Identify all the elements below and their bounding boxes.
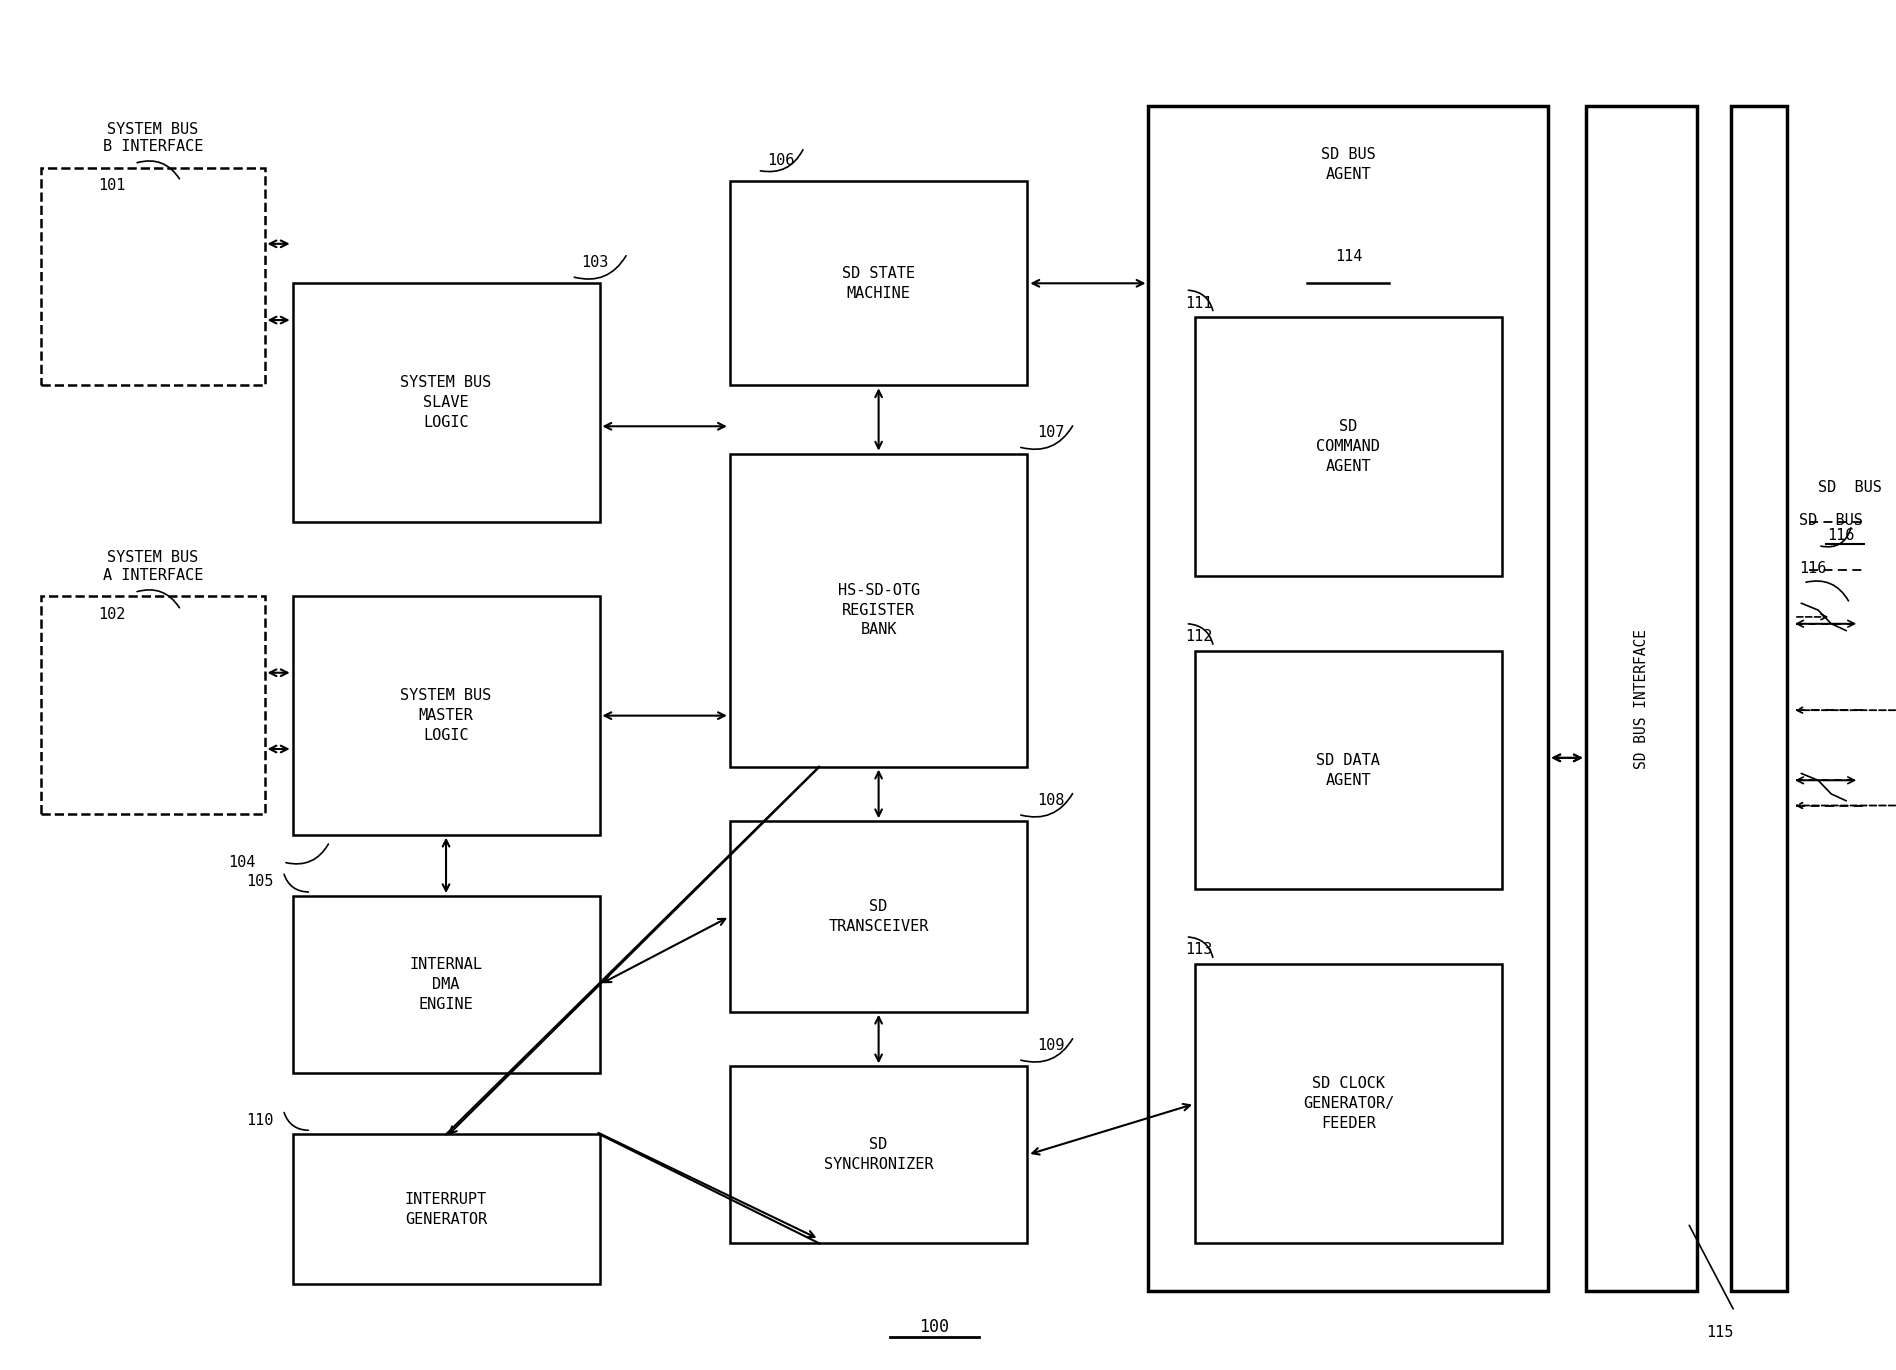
Bar	[1585, 107, 1697, 1291]
Bar	[730, 453, 1028, 767]
Text: 111: 111	[1185, 296, 1213, 311]
Text: SD BUS INTERFACE: SD BUS INTERFACE	[1634, 629, 1650, 769]
Bar	[292, 1134, 599, 1284]
Bar	[292, 596, 599, 834]
Bar	[1731, 107, 1786, 1291]
Text: 105: 105	[246, 874, 273, 889]
Text: 116: 116	[1828, 527, 1854, 543]
Bar	[1194, 318, 1502, 575]
Text: 113: 113	[1185, 943, 1213, 958]
Text: 100: 100	[920, 1318, 950, 1336]
Text: 109: 109	[1037, 1037, 1064, 1052]
Text: 107: 107	[1037, 425, 1064, 440]
Text: SD
TRANSCEIVER: SD TRANSCEIVER	[829, 899, 929, 934]
Bar	[730, 181, 1028, 385]
Text: 116: 116	[1799, 562, 1826, 575]
Bar	[1194, 651, 1502, 889]
Text: SD BUS
AGENT: SD BUS AGENT	[1322, 147, 1376, 182]
Text: 110: 110	[246, 1112, 273, 1128]
Text: SD  BUS: SD BUS	[1818, 479, 1883, 495]
Text: SYSTEM BUS
SLAVE
LOGIC: SYSTEM BUS SLAVE LOGIC	[400, 375, 491, 430]
Bar	[42, 596, 265, 814]
Bar	[1149, 107, 1549, 1291]
Text: SYSTEM BUS
A INTERFACE: SYSTEM BUS A INTERFACE	[102, 551, 203, 582]
Text: SD CLOCK
GENERATOR/
FEEDER: SD CLOCK GENERATOR/ FEEDER	[1303, 1077, 1394, 1132]
Text: SYSTEM BUS
B INTERFACE: SYSTEM BUS B INTERFACE	[102, 122, 203, 153]
Text: HS-SD-OTG
REGISTER
BANK: HS-SD-OTG REGISTER BANK	[838, 582, 920, 637]
Text: INTERNAL
DMA
ENGINE: INTERNAL DMA ENGINE	[410, 958, 483, 1012]
Text: 114: 114	[1335, 249, 1361, 264]
Bar	[292, 284, 599, 522]
Text: SYSTEM BUS
MASTER
LOGIC: SYSTEM BUS MASTER LOGIC	[400, 688, 491, 743]
Text: SD
SYNCHRONIZER: SD SYNCHRONIZER	[825, 1137, 933, 1173]
Bar	[730, 1066, 1028, 1244]
Text: 103: 103	[580, 255, 609, 270]
Text: 104: 104	[228, 855, 256, 870]
Text: SD DATA
AGENT: SD DATA AGENT	[1316, 752, 1380, 788]
Text: SD
COMMAND
AGENT: SD COMMAND AGENT	[1316, 419, 1380, 474]
Bar	[292, 896, 599, 1073]
Text: 108: 108	[1037, 793, 1064, 807]
Text: 106: 106	[768, 152, 794, 167]
Text: INTERRUPT
GENERATOR: INTERRUPT GENERATOR	[406, 1192, 487, 1226]
Text: SD  BUS: SD BUS	[1799, 514, 1864, 529]
Text: 112: 112	[1185, 629, 1213, 644]
Bar	[1194, 964, 1502, 1244]
Bar	[730, 821, 1028, 1012]
Text: 101: 101	[99, 178, 125, 193]
Bar	[42, 167, 265, 385]
Text: 102: 102	[99, 607, 125, 622]
Text: 115: 115	[1706, 1325, 1735, 1340]
Text: SD STATE
MACHINE: SD STATE MACHINE	[842, 266, 916, 300]
